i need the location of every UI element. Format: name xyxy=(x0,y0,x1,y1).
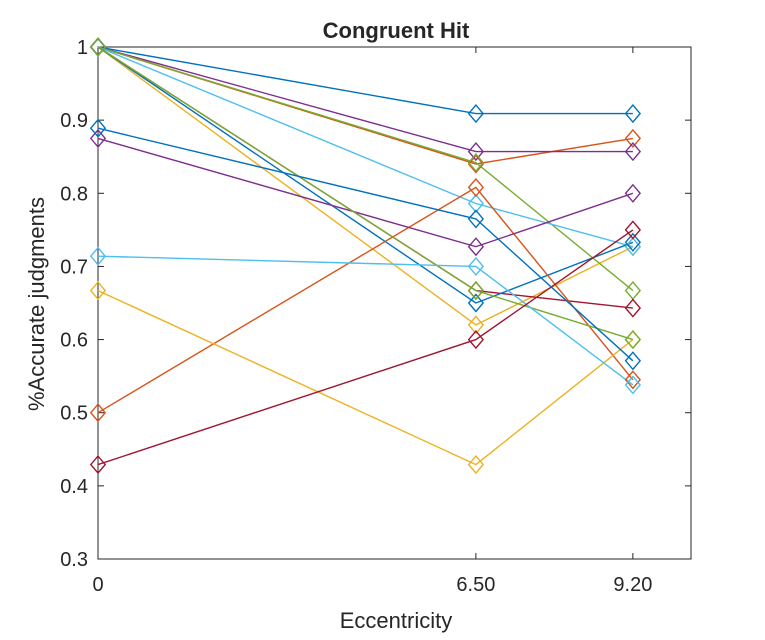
series-11-point xyxy=(624,183,642,203)
y-tick-label: 1 xyxy=(77,37,88,59)
series-line-3 xyxy=(97,46,634,326)
y-axis-label: %Accurate judgments xyxy=(24,197,49,411)
series-line-12 xyxy=(97,46,634,341)
series-9-point xyxy=(89,403,107,423)
series-3-point xyxy=(467,315,485,335)
x-axis-label: Eccentricity xyxy=(340,608,452,633)
axes-box xyxy=(97,46,692,560)
series-line-6 xyxy=(97,46,634,248)
series-line-1 xyxy=(97,46,633,115)
series-14-point xyxy=(89,455,107,475)
series-5-point xyxy=(467,153,485,173)
series-4-point xyxy=(624,142,642,162)
y-tick-label: 0.4 xyxy=(60,476,88,498)
series-1-point xyxy=(624,104,642,124)
series-2-point xyxy=(624,128,642,148)
x-tick-label: 0 xyxy=(92,574,103,596)
series-line-5 xyxy=(97,46,634,292)
plot-area: 0.3 0.4 0.5 0.6 0.7 0.8 0.9 1 0 6.50 9.20 xyxy=(60,37,692,596)
series-6-point xyxy=(624,237,642,257)
series-11-point xyxy=(467,237,485,257)
series-line-10 xyxy=(97,289,634,466)
series-line-14 xyxy=(97,229,634,466)
series-line-15 xyxy=(97,127,634,362)
series-6-point xyxy=(467,193,485,214)
series-15-point xyxy=(467,209,485,229)
series-line-4 xyxy=(97,46,633,153)
series-14-point xyxy=(624,220,642,240)
y-tick-label: 0.8 xyxy=(60,183,88,205)
y-tick-label: 0.3 xyxy=(60,549,88,571)
x-tick-label: 9.20 xyxy=(613,574,652,596)
chart-title: Congruent Hit xyxy=(323,18,470,43)
series-8-point xyxy=(467,293,485,313)
series-12-point xyxy=(624,330,642,350)
series-1-point xyxy=(467,104,485,124)
series-8-point xyxy=(624,232,642,252)
series-14-point xyxy=(467,330,485,350)
x-tick-label: 6.50 xyxy=(456,574,495,596)
series-12-point xyxy=(89,37,107,57)
y-tick-label: 0.9 xyxy=(60,110,88,132)
series-12-point xyxy=(467,281,485,301)
series-11-point xyxy=(89,128,107,148)
series-15-point xyxy=(624,351,642,371)
series-2-point xyxy=(467,154,485,174)
series-4-point xyxy=(467,142,485,162)
series-line-8 xyxy=(97,46,634,304)
series-13-point xyxy=(624,375,642,395)
series-10-point xyxy=(89,281,107,301)
series-7-point xyxy=(624,298,642,318)
series-line-9 xyxy=(97,186,634,414)
series-line-13 xyxy=(97,255,634,386)
series-10-point xyxy=(467,455,485,475)
series-line-11 xyxy=(97,137,634,248)
series-13-point xyxy=(89,246,107,266)
series-15-point xyxy=(89,118,107,138)
series-9-point xyxy=(467,177,485,197)
y-tick-label: 0.7 xyxy=(60,256,88,278)
y-tick-label: 0.5 xyxy=(60,403,88,425)
y-tick-label: 0.6 xyxy=(60,330,88,352)
series-13-point xyxy=(467,256,485,276)
series-9-point xyxy=(624,370,642,390)
